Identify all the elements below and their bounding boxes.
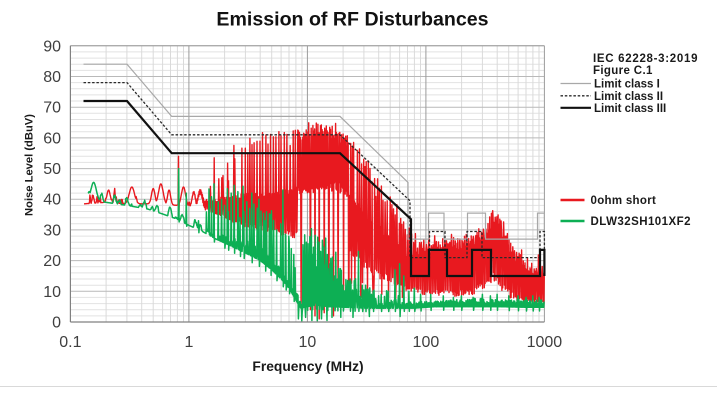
svg-text:80: 80 [43,69,61,86]
svg-text:Emission of RF Disturbances: Emission of RF Disturbances [216,9,488,31]
svg-text:Noise Level (dBuV): Noise Level (dBuV) [24,114,36,216]
svg-text:30: 30 [43,222,61,239]
svg-text:1: 1 [184,334,193,351]
svg-text:60: 60 [43,130,61,147]
svg-text:0.1: 0.1 [59,334,81,351]
svg-text:Limit class III: Limit class III [594,103,666,115]
svg-text:70: 70 [43,100,61,117]
svg-text:1000: 1000 [527,334,563,351]
svg-text:IEC 62228-3:2019: IEC 62228-3:2019 [593,53,698,65]
svg-text:50: 50 [43,161,61,178]
svg-text:Frequency (MHz): Frequency (MHz) [252,359,363,374]
svg-text:10: 10 [299,334,317,351]
svg-text:20: 20 [43,253,61,270]
svg-text:DLW32SH101XF2: DLW32SH101XF2 [591,216,691,228]
svg-text:0: 0 [52,315,61,332]
svg-text:Limit class I: Limit class I [594,79,660,91]
svg-text:10: 10 [43,284,61,301]
svg-text:Figure C.1: Figure C.1 [593,65,653,77]
svg-text:40: 40 [43,192,61,209]
svg-text:90: 90 [43,38,61,55]
svg-text:0ohm short: 0ohm short [591,195,657,207]
svg-text:Limit class II: Limit class II [594,91,663,103]
svg-text:100: 100 [413,334,440,351]
